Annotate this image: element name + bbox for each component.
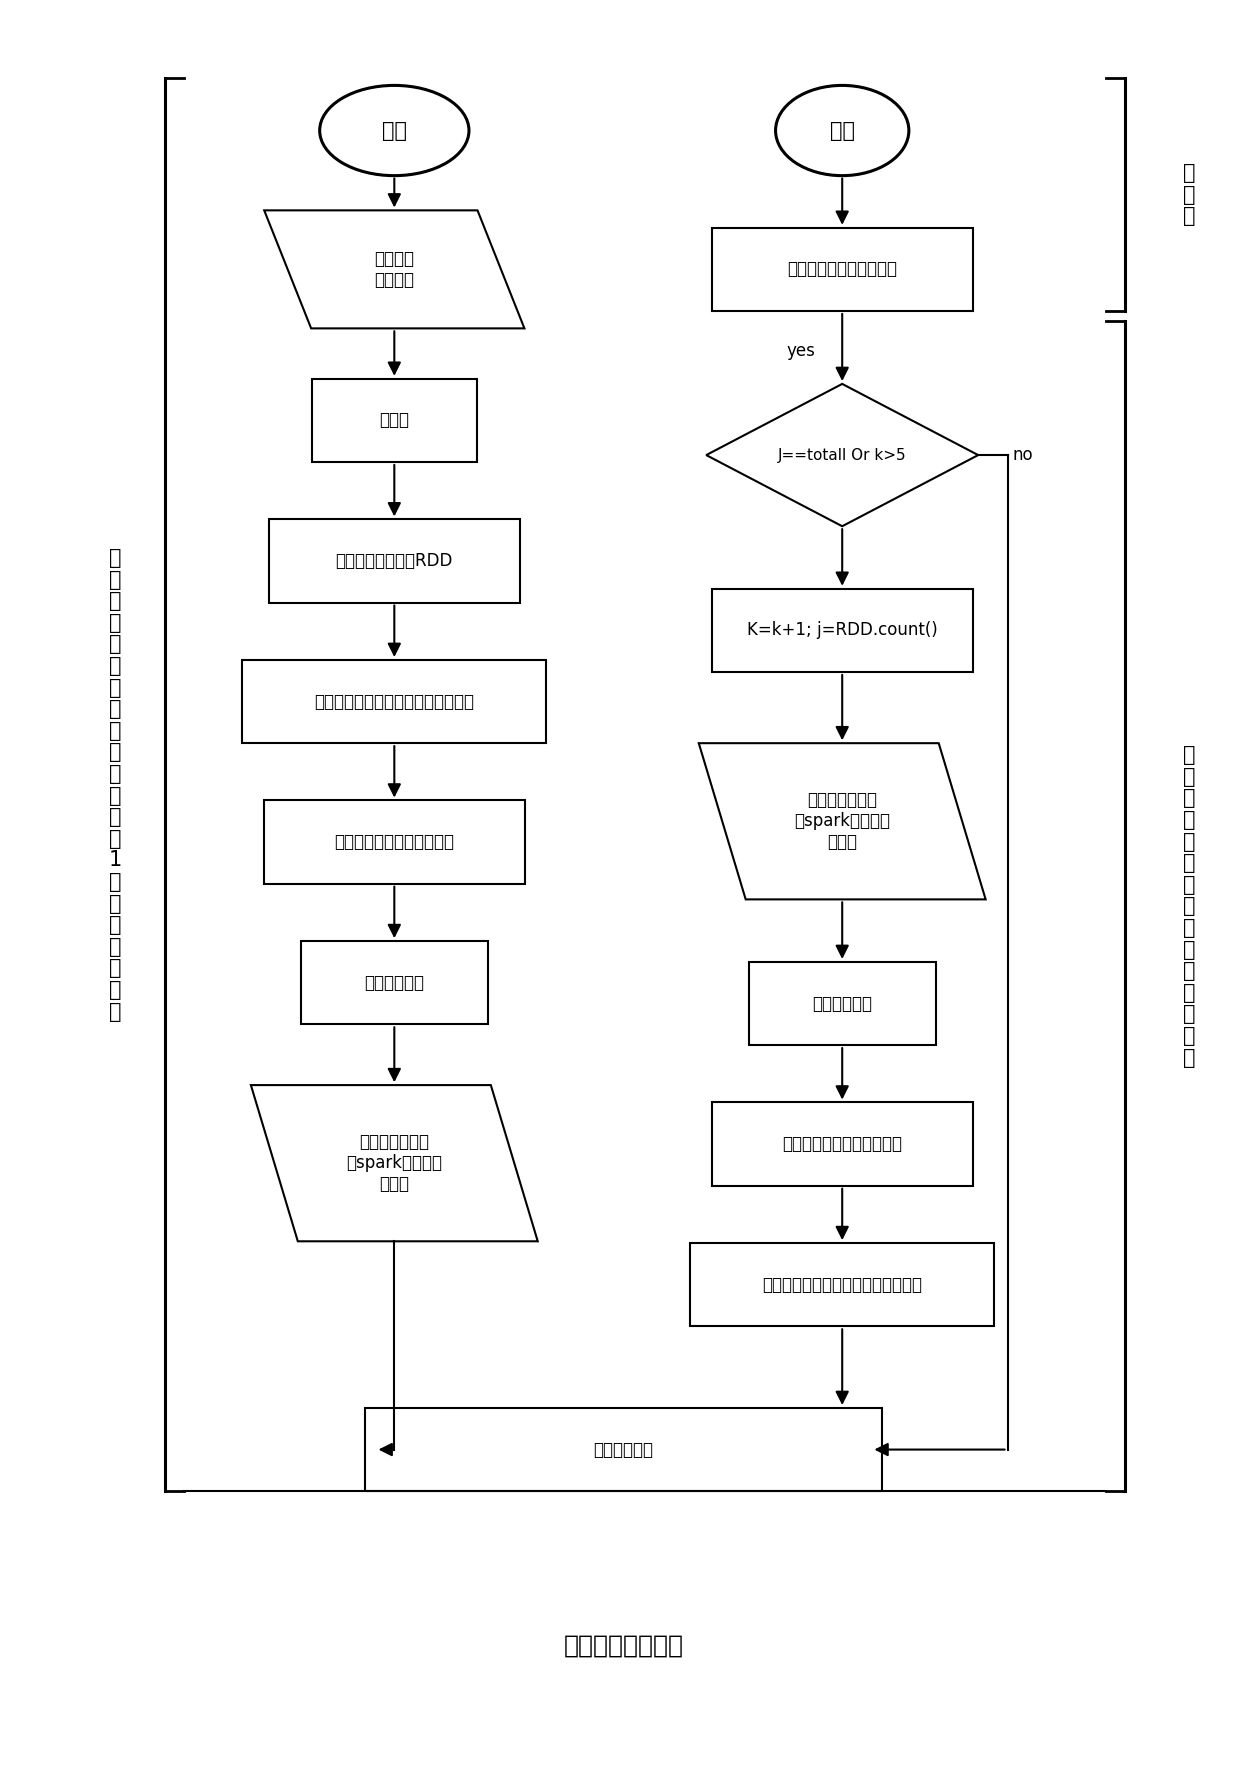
Text: 路由表之间的合并: 路由表之间的合并: [564, 1633, 683, 1658]
Text: 收到所有响应的子设备信息: 收到所有响应的子设备信息: [335, 832, 454, 852]
Text: 获取所有
设备信息: 获取所有 设备信息: [374, 250, 414, 289]
Bar: [301, 940, 487, 1024]
Bar: [749, 962, 935, 1045]
Text: 中继设备向所有子设备发出响应信号: 中继设备向所有子设备发出响应信号: [763, 1275, 923, 1293]
Text: 结束: 结束: [830, 120, 854, 140]
Bar: [712, 588, 973, 671]
Text: 中心设备向所有子设备发出响应信号: 中心设备向所有子设备发出响应信号: [314, 692, 475, 710]
Text: 开始: 开始: [382, 120, 407, 140]
Bar: [269, 519, 520, 602]
Text: 获
取
数
据
，
初
始
化
，
完
成
跳
数
为
1
的
子
设
备
路
由
表: 获 取 数 据 ， 初 始 化 ， 完 成 跳 数 为 1 的 子 设 备 路 …: [108, 547, 122, 1022]
Text: 过滤节能设备: 过滤节能设备: [812, 995, 872, 1013]
Text: 贪
心
算
法
完
成
剩
余
子
设
备
的
路
由
表: 贪 心 算 法 完 成 剩 余 子 设 备 的 路 由 表: [1183, 746, 1195, 1068]
Text: no: no: [1013, 446, 1033, 464]
Text: 收到所有响应的子设备信息: 收到所有响应的子设备信息: [782, 1135, 903, 1153]
Text: 最终路由表的持久化存储: 最终路由表的持久化存储: [787, 260, 898, 278]
Text: 创建分布式数据集RDD: 创建分布式数据集RDD: [336, 553, 453, 570]
Bar: [691, 1243, 994, 1326]
Bar: [311, 379, 477, 462]
Text: K=k+1; j=RDD.count(): K=k+1; j=RDD.count(): [746, 622, 937, 639]
Text: 过滤节能设备: 过滤节能设备: [365, 974, 424, 992]
Text: 初始化: 初始化: [379, 411, 409, 429]
Bar: [712, 228, 973, 312]
Bar: [365, 1408, 882, 1491]
Text: 路由表的合并: 路由表的合并: [594, 1440, 653, 1459]
Bar: [242, 661, 547, 744]
Text: J==totall Or k>5: J==totall Or k>5: [777, 448, 906, 462]
Bar: [712, 1102, 973, 1187]
Bar: [264, 800, 525, 884]
Text: 对子设备进行基
于spark的路由表
的构建: 对子设备进行基 于spark的路由表 的构建: [794, 792, 890, 852]
Text: 对子设备进行基
于spark的路由表
的构建: 对子设备进行基 于spark的路由表 的构建: [346, 1133, 443, 1194]
Text: 持
久
化: 持 久 化: [1183, 163, 1195, 227]
Text: yes: yes: [786, 342, 816, 360]
